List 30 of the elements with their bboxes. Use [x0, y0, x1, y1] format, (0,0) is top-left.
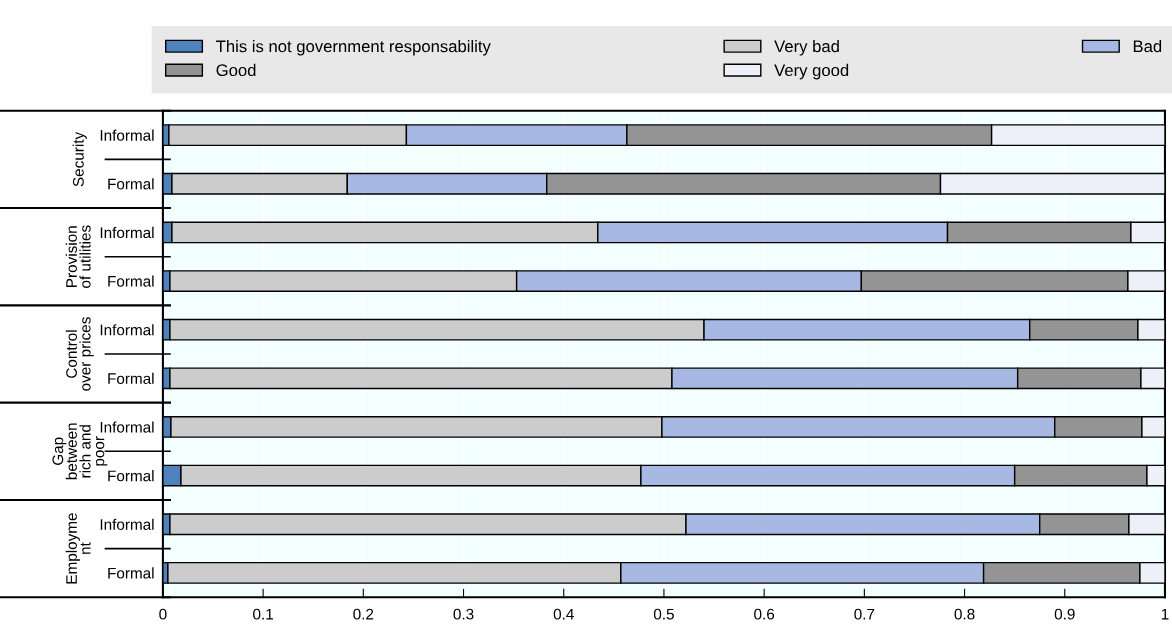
y-tick-label: Informal	[100, 226, 154, 239]
y-tick-label: Informal	[100, 324, 154, 336]
text: Employme nt	[65, 513, 91, 584]
x-tick-label: 0.8	[954, 608, 975, 620]
x-tick-label: 1	[1161, 608, 1169, 620]
x-tick-label: 0.1	[253, 608, 273, 620]
x-tick-label: 0.4	[553, 608, 574, 620]
y-tick-label: Formal	[108, 470, 154, 482]
y-tick-label: Formal	[108, 372, 154, 385]
text: Security	[72, 131, 87, 187]
y-tick-label: Formal	[108, 275, 154, 287]
y-tick-label: Informal	[100, 421, 154, 433]
x-tick-label: 0.9	[1054, 608, 1075, 620]
y-tick-label: Informal	[100, 518, 154, 530]
text: Control over prices	[65, 317, 94, 391]
y-tick-label: Formal	[108, 567, 154, 579]
text: Provision of utilities	[65, 225, 91, 288]
y-tick-label: Informal	[100, 129, 154, 141]
legend-label: Very good	[774, 63, 849, 80]
legend-label: Good	[216, 63, 256, 77]
x-tick-label: 0	[159, 608, 167, 620]
x-tick-label: 0.5	[653, 608, 674, 620]
x-tick-label: 0.6	[754, 608, 775, 620]
x-tick-label: 0.7	[854, 608, 875, 620]
legend-label: This is not government responsability	[216, 40, 491, 56]
y-tick-label: Formal	[108, 178, 154, 190]
legend-label: Bad	[1133, 40, 1162, 53]
x-tick-label: 0.3	[453, 608, 474, 620]
legend-label: Very bad	[774, 40, 839, 56]
x-tick-label: 0.2	[353, 608, 374, 620]
